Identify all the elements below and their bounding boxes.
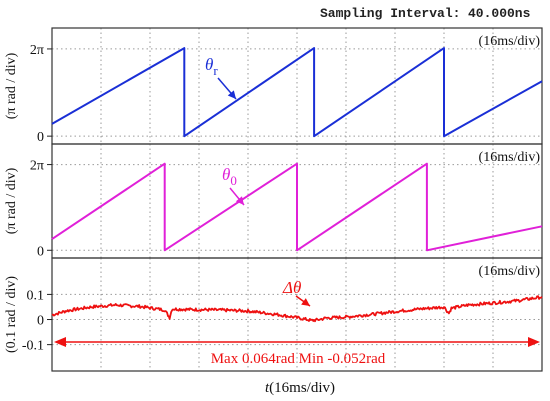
range-text: Max 0.064rad Min -0.052rad (211, 351, 386, 367)
sampling-interval-label: Sampling Interval: (320, 6, 460, 21)
panel-theta_0: 2π 0 (π rad / div) (16ms/div) θ0 (4, 143, 543, 259)
time-div-label: (16ms/div) (479, 264, 541, 279)
x-axis-variable: t (265, 380, 270, 396)
y-tick-label: 0 (37, 130, 44, 145)
y-tick-label: 0.1 (27, 288, 45, 303)
x-axis-unit: (16ms/div) (269, 380, 335, 396)
x-axis-label: t(16ms/div) (265, 380, 335, 396)
range-arrow-right-head (528, 337, 540, 347)
panel-delta: 0.1 0 -0.1(0.1 rad / div) (16ms/div) Δθ Max 0… (4, 257, 543, 372)
y-axis-label: (π rad / div) (4, 52, 19, 119)
time-div-label: (16ms/div) (479, 150, 541, 165)
y-tick-label: 0 (37, 314, 44, 329)
range-arrow-left-head (54, 337, 66, 347)
sampling-interval-value: 40.000ns (468, 6, 531, 21)
y-tick-label: 2π (30, 159, 44, 174)
series-line-delta (51, 295, 543, 323)
panel-theta_r: 2π 0 (π rad / div) (16ms/div) θr (4, 27, 543, 145)
panel-frame (51, 27, 543, 145)
y-tick-label: 0 (37, 244, 44, 259)
series-line-theta_0 (51, 162, 543, 252)
sampling-interval-header: Sampling Interval: 40.000ns (320, 6, 531, 21)
y-axis-label: (π rad / div) (4, 167, 19, 234)
series-annotation-theta_0: θ0 (222, 165, 237, 188)
series-annotation-theta_r: θr (205, 55, 218, 78)
annotation-arrow-head (227, 90, 236, 99)
y-axis-label: (0.1 rad / div) (4, 276, 19, 353)
annotation-arrow-head (301, 298, 310, 306)
y-tick-label: -0.1 (22, 339, 44, 354)
series-annotation-delta: Δθ (282, 278, 301, 297)
plot-panels: 2π 0 (π rad / div) (16ms/div) θr 2π 0 (π rad / … (4, 27, 543, 372)
y-tick-label: 2π (30, 43, 44, 58)
time-div-label: (16ms/div) (479, 34, 541, 49)
series-line-theta_r (51, 47, 543, 138)
annotation-arrow-head (235, 196, 244, 205)
